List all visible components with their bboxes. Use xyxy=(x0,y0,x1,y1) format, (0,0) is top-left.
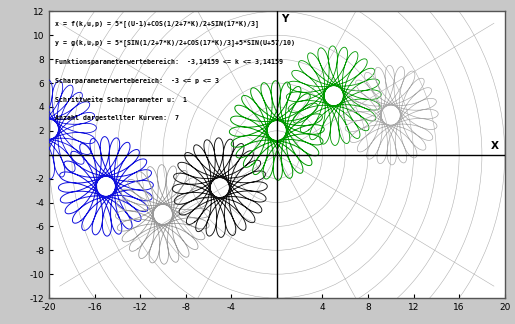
Text: Schrittweite Scharparameter u:  1: Schrittweite Scharparameter u: 1 xyxy=(55,96,186,103)
Text: x = f(k,u,p) = 5*[(U-1)+COS(1/2+7*K)/2+SIN(17*K)/3]: x = f(k,u,p) = 5*[(U-1)+COS(1/2+7*K)/2+S… xyxy=(55,20,259,27)
Text: X: X xyxy=(491,141,499,151)
Text: Y: Y xyxy=(281,14,288,24)
Text: Anzahl dargestellter Kurven:  7: Anzahl dargestellter Kurven: 7 xyxy=(55,115,179,121)
Text: y = g(k,u,p) = 5*[SIN(1/2+7*K)/2+COS(17*K)/3]+5*SIN(U+57/10): y = g(k,u,p) = 5*[SIN(1/2+7*K)/2+COS(17*… xyxy=(55,39,295,46)
Text: Funktionsparameterwertebereich:  -3,14159 <= k <= 3,14159: Funktionsparameterwertebereich: -3,14159… xyxy=(55,58,283,65)
Text: Scharparameterwertebereich:  -3 <= p <= 3: Scharparameterwertebereich: -3 <= p <= 3 xyxy=(55,77,219,84)
